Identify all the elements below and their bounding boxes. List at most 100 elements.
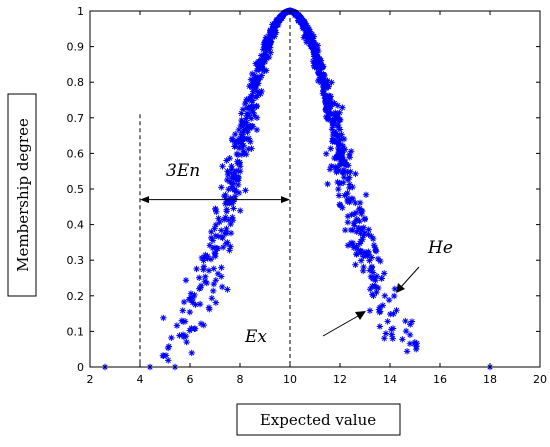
data-point [224,239,231,246]
data-point [227,220,234,228]
data-point [338,131,345,138]
data-point [222,200,229,208]
data-point [249,92,256,99]
data-point [336,161,344,169]
data-point [335,123,342,131]
data-point [225,186,232,193]
data-point [309,45,317,53]
data-point [218,283,226,291]
data-point [197,282,205,289]
data-point [251,72,258,79]
data-point [310,33,318,40]
data-point [315,64,323,71]
data-point [243,110,251,117]
x-tick-label: 18 [483,373,497,386]
data-point [226,169,233,176]
data-point [376,308,384,315]
data-point [160,314,167,322]
data-point [314,42,321,49]
data-point [219,163,226,170]
data-point [244,129,251,136]
data-point [381,335,388,342]
data-point [320,78,328,86]
data-point [253,88,261,95]
data-point [329,122,337,129]
data-point [182,277,190,284]
data-point [234,158,241,165]
x-tick-label: 6 [187,373,194,386]
x-tick-label: 2 [87,373,94,386]
data-point [337,141,344,148]
data-point [345,196,352,203]
data-point [179,331,187,338]
data-point [339,168,346,176]
data-point [357,230,364,237]
data-point [258,72,265,79]
data-point [228,174,235,182]
data-point [301,21,308,28]
data-point [411,340,418,348]
data-point [337,135,345,143]
data-point [229,217,237,224]
data-point [349,239,357,247]
data-point [356,240,364,247]
data-point [222,191,229,199]
data-point [327,145,334,152]
three-en-label: 3En [166,161,200,181]
data-point [325,110,332,117]
data-point [207,234,215,242]
data-point [321,95,329,102]
data-point [300,34,307,41]
data-point [356,218,363,225]
data-point [320,87,327,94]
data-point [380,270,388,277]
data-point [213,208,220,216]
data-point [230,198,237,205]
data-point [193,265,200,273]
data-point [388,326,395,333]
data-point [303,37,311,45]
data-point [218,273,225,280]
data-point [340,179,347,186]
data-point [247,115,255,122]
data-point [248,145,255,152]
data-point [230,205,237,212]
data-point [192,301,199,308]
data-point [187,290,195,297]
data-point [260,52,267,60]
data-point [254,77,262,84]
data-point [242,187,249,194]
data-point [325,83,332,90]
data-point [329,138,336,145]
data-point [186,308,194,316]
data-point [253,103,260,110]
data-point [241,100,249,108]
data-point [311,42,318,49]
data-point [361,249,369,256]
data-point [324,105,331,112]
data-point [372,277,379,284]
he-arrow-lower-line [322,315,359,337]
data-point [379,302,386,309]
data-point [223,157,230,164]
data-point [319,63,326,71]
y-tick-label: 0.4 [67,219,85,232]
data-point [370,242,378,249]
x-tick-label: 16 [433,373,447,386]
data-point [347,168,354,175]
data-point [360,253,367,260]
data-point [391,285,399,293]
y-tick-label: 0.2 [67,290,85,303]
data-point [325,97,333,105]
data-point [191,291,198,299]
data-point [208,294,216,302]
data-point [335,192,343,199]
data-point [331,100,338,107]
data-point [243,135,251,143]
y-axis-title-box [7,93,37,297]
data-point [342,162,350,169]
data-point [246,125,254,132]
data-point [360,263,367,271]
data-point [229,137,236,144]
